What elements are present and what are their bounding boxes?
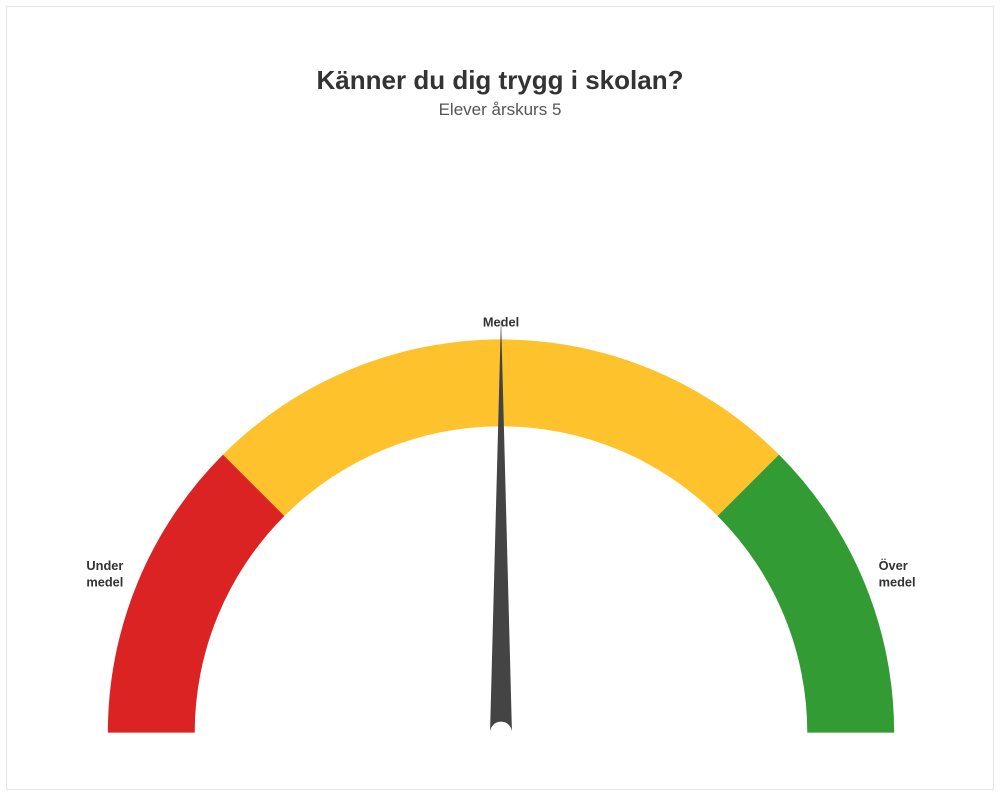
label-right-line1: Över	[879, 558, 908, 573]
label-top: Medel	[483, 315, 519, 330]
gauge-card: Känner du dig trygg i skolan? Elever års…	[6, 6, 994, 790]
gauge-segment	[718, 455, 895, 733]
label-left-line1: Under	[86, 558, 123, 573]
chart-title: Känner du dig trygg i skolan?	[7, 65, 993, 96]
chart-subtitle: Elever årskurs 5	[7, 100, 993, 120]
label-left-line2: medel	[86, 574, 123, 589]
gauge-segment	[108, 455, 285, 733]
label-right-line2: medel	[879, 574, 916, 589]
gauge-chart: MedelUndermedelÖvermedel	[7, 120, 995, 760]
